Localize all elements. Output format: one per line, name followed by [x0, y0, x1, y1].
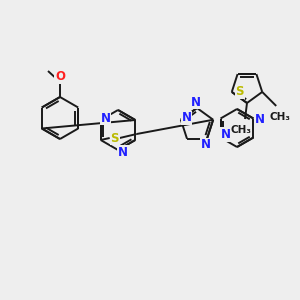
Text: CH₃: CH₃: [230, 125, 251, 135]
Text: N: N: [101, 112, 111, 124]
Text: S: S: [110, 131, 119, 145]
Text: N: N: [201, 138, 211, 151]
Text: N: N: [118, 146, 128, 158]
Text: CH₃: CH₃: [270, 112, 291, 122]
Text: N: N: [191, 95, 201, 109]
Text: N: N: [182, 111, 192, 124]
Text: S: S: [236, 85, 244, 98]
Text: N: N: [254, 113, 265, 126]
Text: O: O: [55, 70, 65, 83]
Text: N: N: [220, 128, 230, 141]
